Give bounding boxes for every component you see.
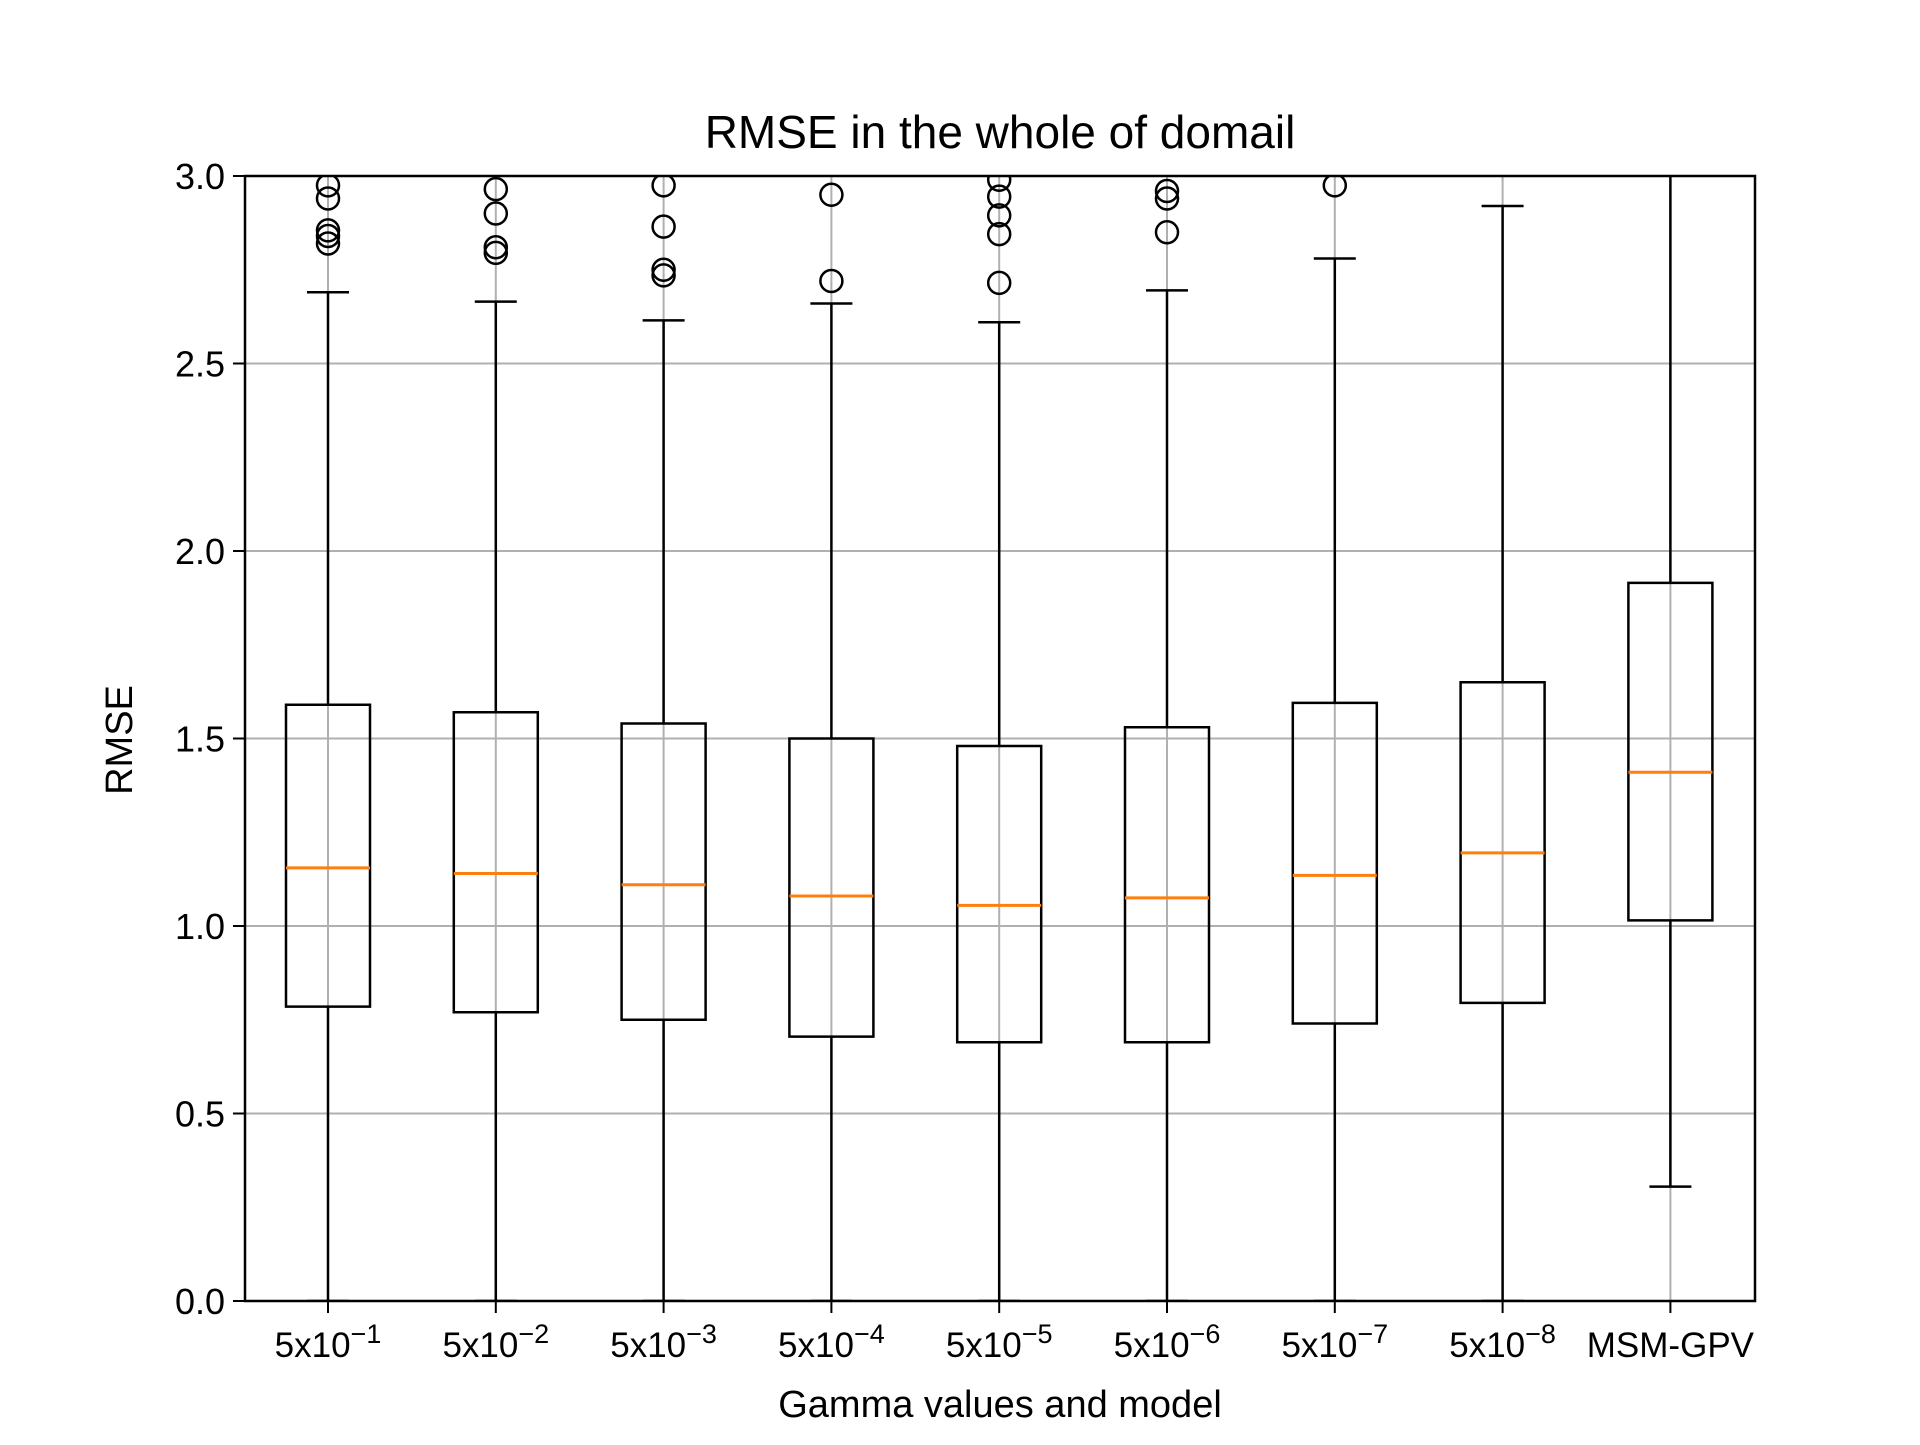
outlier-point	[651, 176, 676, 198]
outlier-point	[483, 235, 509, 260]
x-tick-label: 5x10−4	[778, 1319, 885, 1365]
x-tick-label-base: MSM-GPV	[1587, 1326, 1755, 1365]
outlier-point	[1322, 176, 1348, 198]
box-iqr	[788, 737, 875, 1038]
y-axis-label: RMSE	[99, 685, 141, 795]
outlier-point	[315, 223, 341, 249]
outlier-point	[986, 221, 1012, 247]
outlier-point	[315, 218, 341, 243]
y-tick-label: 1.5	[175, 719, 225, 760]
box-iqr	[1123, 726, 1211, 1044]
outlier-point	[651, 214, 676, 239]
outlier-point	[315, 176, 341, 198]
outlier-point	[819, 268, 844, 294]
outlier-point	[315, 231, 341, 256]
outlier-point	[651, 257, 676, 282]
outlier-point	[1154, 220, 1180, 245]
x-tick-label-base: 5x10	[1114, 1326, 1190, 1365]
x-tick-label: 5x10−3	[610, 1319, 717, 1365]
x-tick-label-base: 5x10	[778, 1326, 854, 1365]
chart-title: RMSE in the whole of domail	[705, 106, 1296, 158]
box-iqr	[620, 722, 707, 1021]
outlier-point	[986, 176, 1012, 192]
x-tick-label-exponent: −6	[1190, 1319, 1221, 1349]
outlier-point	[1154, 178, 1180, 204]
outlier-point	[315, 186, 341, 211]
x-tick-label-exponent: −7	[1357, 1319, 1388, 1349]
x-tick-label: 5x10−6	[1114, 1319, 1221, 1365]
outlier-point	[483, 240, 509, 266]
y-tick-label: 0.0	[175, 1281, 225, 1322]
outlier-point	[1154, 186, 1180, 211]
boxes	[284, 176, 1714, 1301]
outlier-point	[819, 182, 844, 207]
x-tick-label-base: 5x10	[275, 1326, 351, 1365]
x-tick-label: 5x10−7	[1281, 1319, 1388, 1365]
outlier-point	[651, 263, 676, 288]
outlier-point	[986, 203, 1012, 228]
outlier-point	[483, 176, 509, 202]
x-tick-label-base: 5x10	[610, 1326, 686, 1365]
x-tick-label-exponent: −2	[518, 1319, 549, 1349]
x-tick-label-base: 5x10	[1449, 1326, 1525, 1365]
box-iqr	[284, 703, 372, 1008]
x-tick-label-exponent: −3	[686, 1319, 717, 1349]
outlier-point	[986, 184, 1012, 209]
x-tick-label-exponent: −8	[1525, 1319, 1556, 1349]
y-tick-label: 1.0	[175, 906, 225, 947]
x-tick-label-exponent: −1	[351, 1319, 382, 1349]
x-tick-label-exponent: −5	[1022, 1319, 1053, 1349]
y-tick-label: 3.0	[175, 156, 225, 197]
x-tick-label-base: 5x10	[1281, 1326, 1357, 1365]
x-tick-label: 5x10−5	[946, 1319, 1053, 1365]
x-tick-label: 5x10−1	[275, 1319, 382, 1365]
x-axis-label: Gamma values and model	[778, 1384, 1222, 1426]
y-tick-label: 2.5	[175, 344, 225, 385]
outlier-point	[986, 270, 1012, 296]
y-tick-label: 0.5	[175, 1094, 225, 1135]
x-tick-label: MSM-GPV	[1587, 1326, 1755, 1365]
box-iqr	[955, 744, 1043, 1044]
x-tick-label-base: 5x10	[442, 1326, 518, 1365]
x-tick-label: 5x10−2	[442, 1319, 549, 1365]
outlier-point	[483, 201, 509, 226]
box-iqr	[1459, 681, 1546, 1005]
y-tick-label: 2.0	[175, 531, 225, 572]
box-iqr	[1291, 701, 1379, 1025]
x-tick-label: 5x10−8	[1449, 1319, 1556, 1365]
box-iqr	[1627, 581, 1714, 922]
x-tick-label-base: 5x10	[946, 1326, 1022, 1365]
box-iqr	[452, 711, 540, 1014]
x-tick-label-exponent: −4	[854, 1319, 885, 1349]
